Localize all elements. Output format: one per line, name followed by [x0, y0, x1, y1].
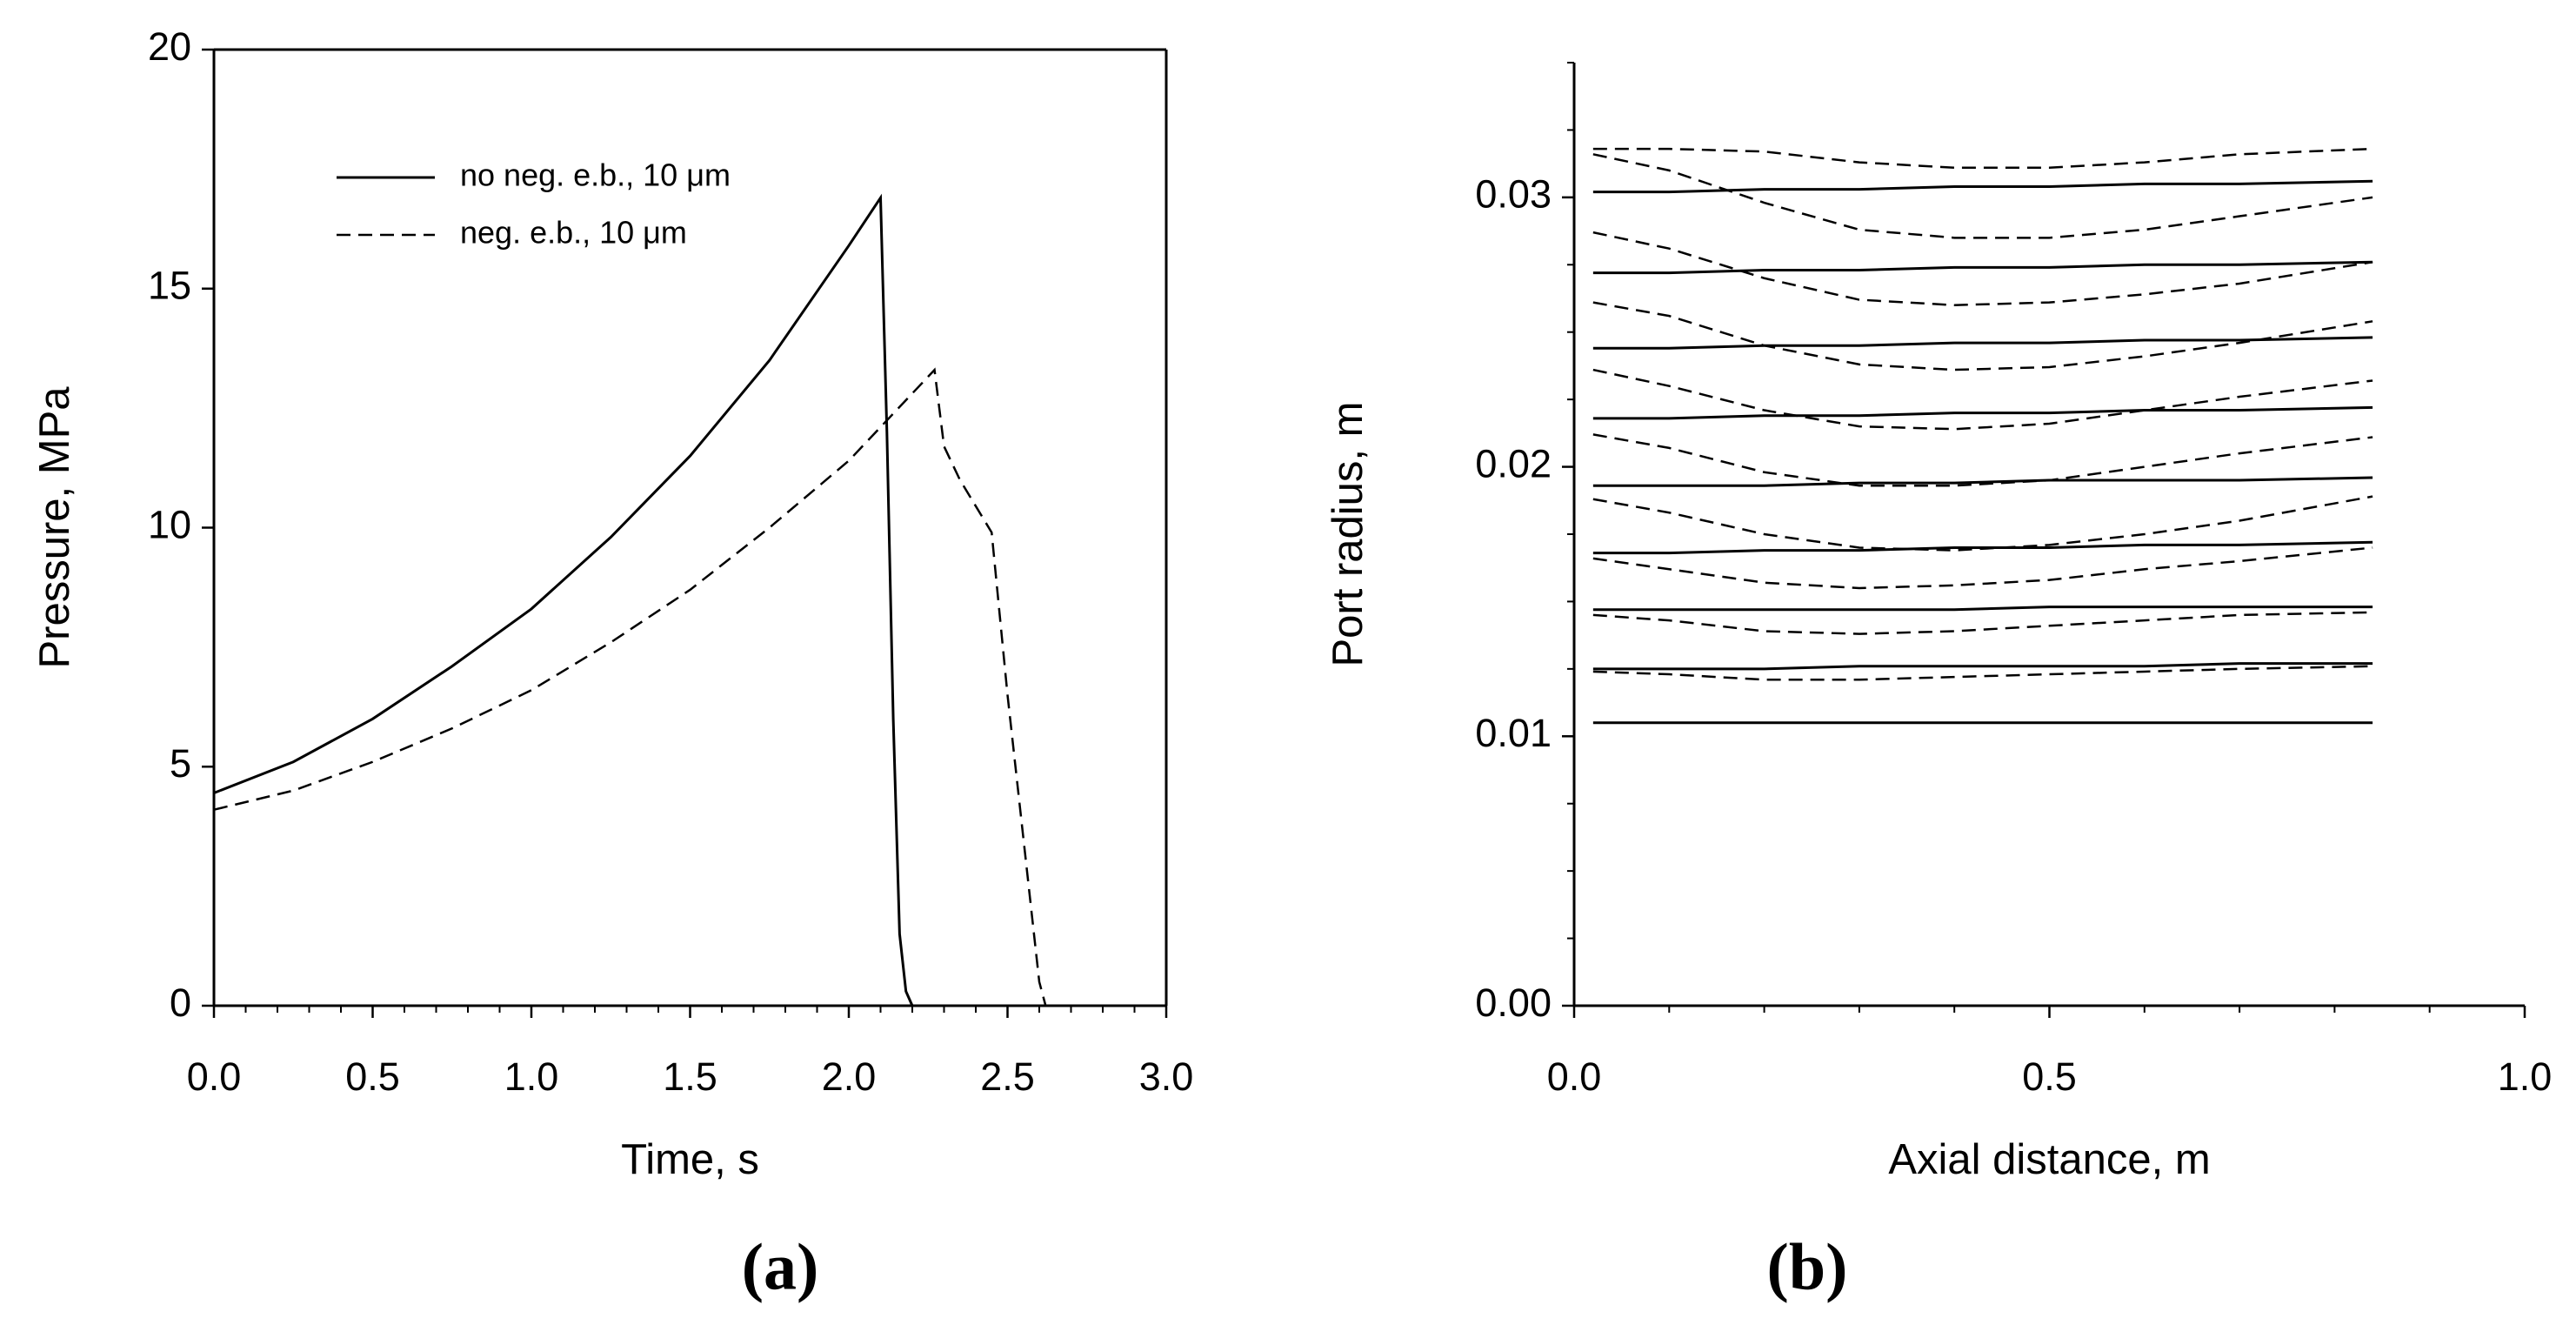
- series-line: [1592, 662, 2373, 671]
- series-line: [1592, 301, 2373, 371]
- y-tick-label: 0.01: [1475, 711, 1552, 755]
- series-line: [1592, 405, 2373, 420]
- series-line: [213, 367, 1047, 1007]
- series-line: [1592, 153, 2373, 239]
- x-axis-label: Axial distance, m: [1888, 1136, 2210, 1183]
- y-tick-label: 0.03: [1475, 172, 1552, 217]
- series-line: [1592, 540, 2373, 555]
- panel-label: (a): [742, 1230, 819, 1303]
- x-tick-label: 3.0: [1139, 1054, 1194, 1099]
- series-line: [1592, 147, 2373, 170]
- y-tick-label: 0.00: [1475, 980, 1552, 1025]
- x-tick-label: 0.0: [187, 1054, 242, 1099]
- series-line: [213, 193, 914, 1007]
- x-tick-label: 0.5: [2022, 1054, 2077, 1099]
- series-line: [1592, 433, 2373, 487]
- panel-label: (b): [1767, 1230, 1848, 1303]
- y-tick-label: 0: [170, 980, 191, 1025]
- x-axis-label: Time, s: [621, 1136, 759, 1183]
- x-tick-label: 1.5: [663, 1054, 717, 1099]
- series-line: [1592, 546, 2373, 590]
- series-line: [1592, 606, 2373, 612]
- x-tick-label: 0.5: [345, 1054, 400, 1099]
- x-tick-label: 2.0: [822, 1054, 877, 1099]
- y-tick-label: 20: [148, 24, 191, 69]
- series-line: [1592, 260, 2373, 275]
- series-line: [1592, 179, 2373, 194]
- x-tick-label: 1.0: [504, 1054, 559, 1099]
- y-tick-label: 15: [148, 264, 191, 308]
- series-line: [1592, 336, 2373, 350]
- y-tick-label: 10: [148, 502, 191, 546]
- x-tick-label: 2.5: [980, 1054, 1035, 1099]
- legend-label: neg. e.b., 10 μm: [460, 215, 687, 251]
- y-tick-label: 0.02: [1475, 441, 1552, 485]
- y-axis-label: Port radius, m: [1325, 402, 1371, 667]
- series-line: [1592, 665, 2373, 681]
- series-line: [1592, 611, 2373, 635]
- x-tick-label: 0.0: [1547, 1054, 1602, 1099]
- y-tick-label: 5: [170, 741, 191, 786]
- series-line: [1592, 368, 2373, 431]
- y-axis-label: Pressure, MPa: [31, 386, 78, 669]
- series-line: [1592, 231, 2373, 306]
- legend-label: no neg. e.b., 10 μm: [460, 157, 731, 193]
- x-tick-label: 1.0: [2498, 1054, 2553, 1099]
- series-line: [1592, 495, 2373, 552]
- series-line: [1592, 476, 2373, 487]
